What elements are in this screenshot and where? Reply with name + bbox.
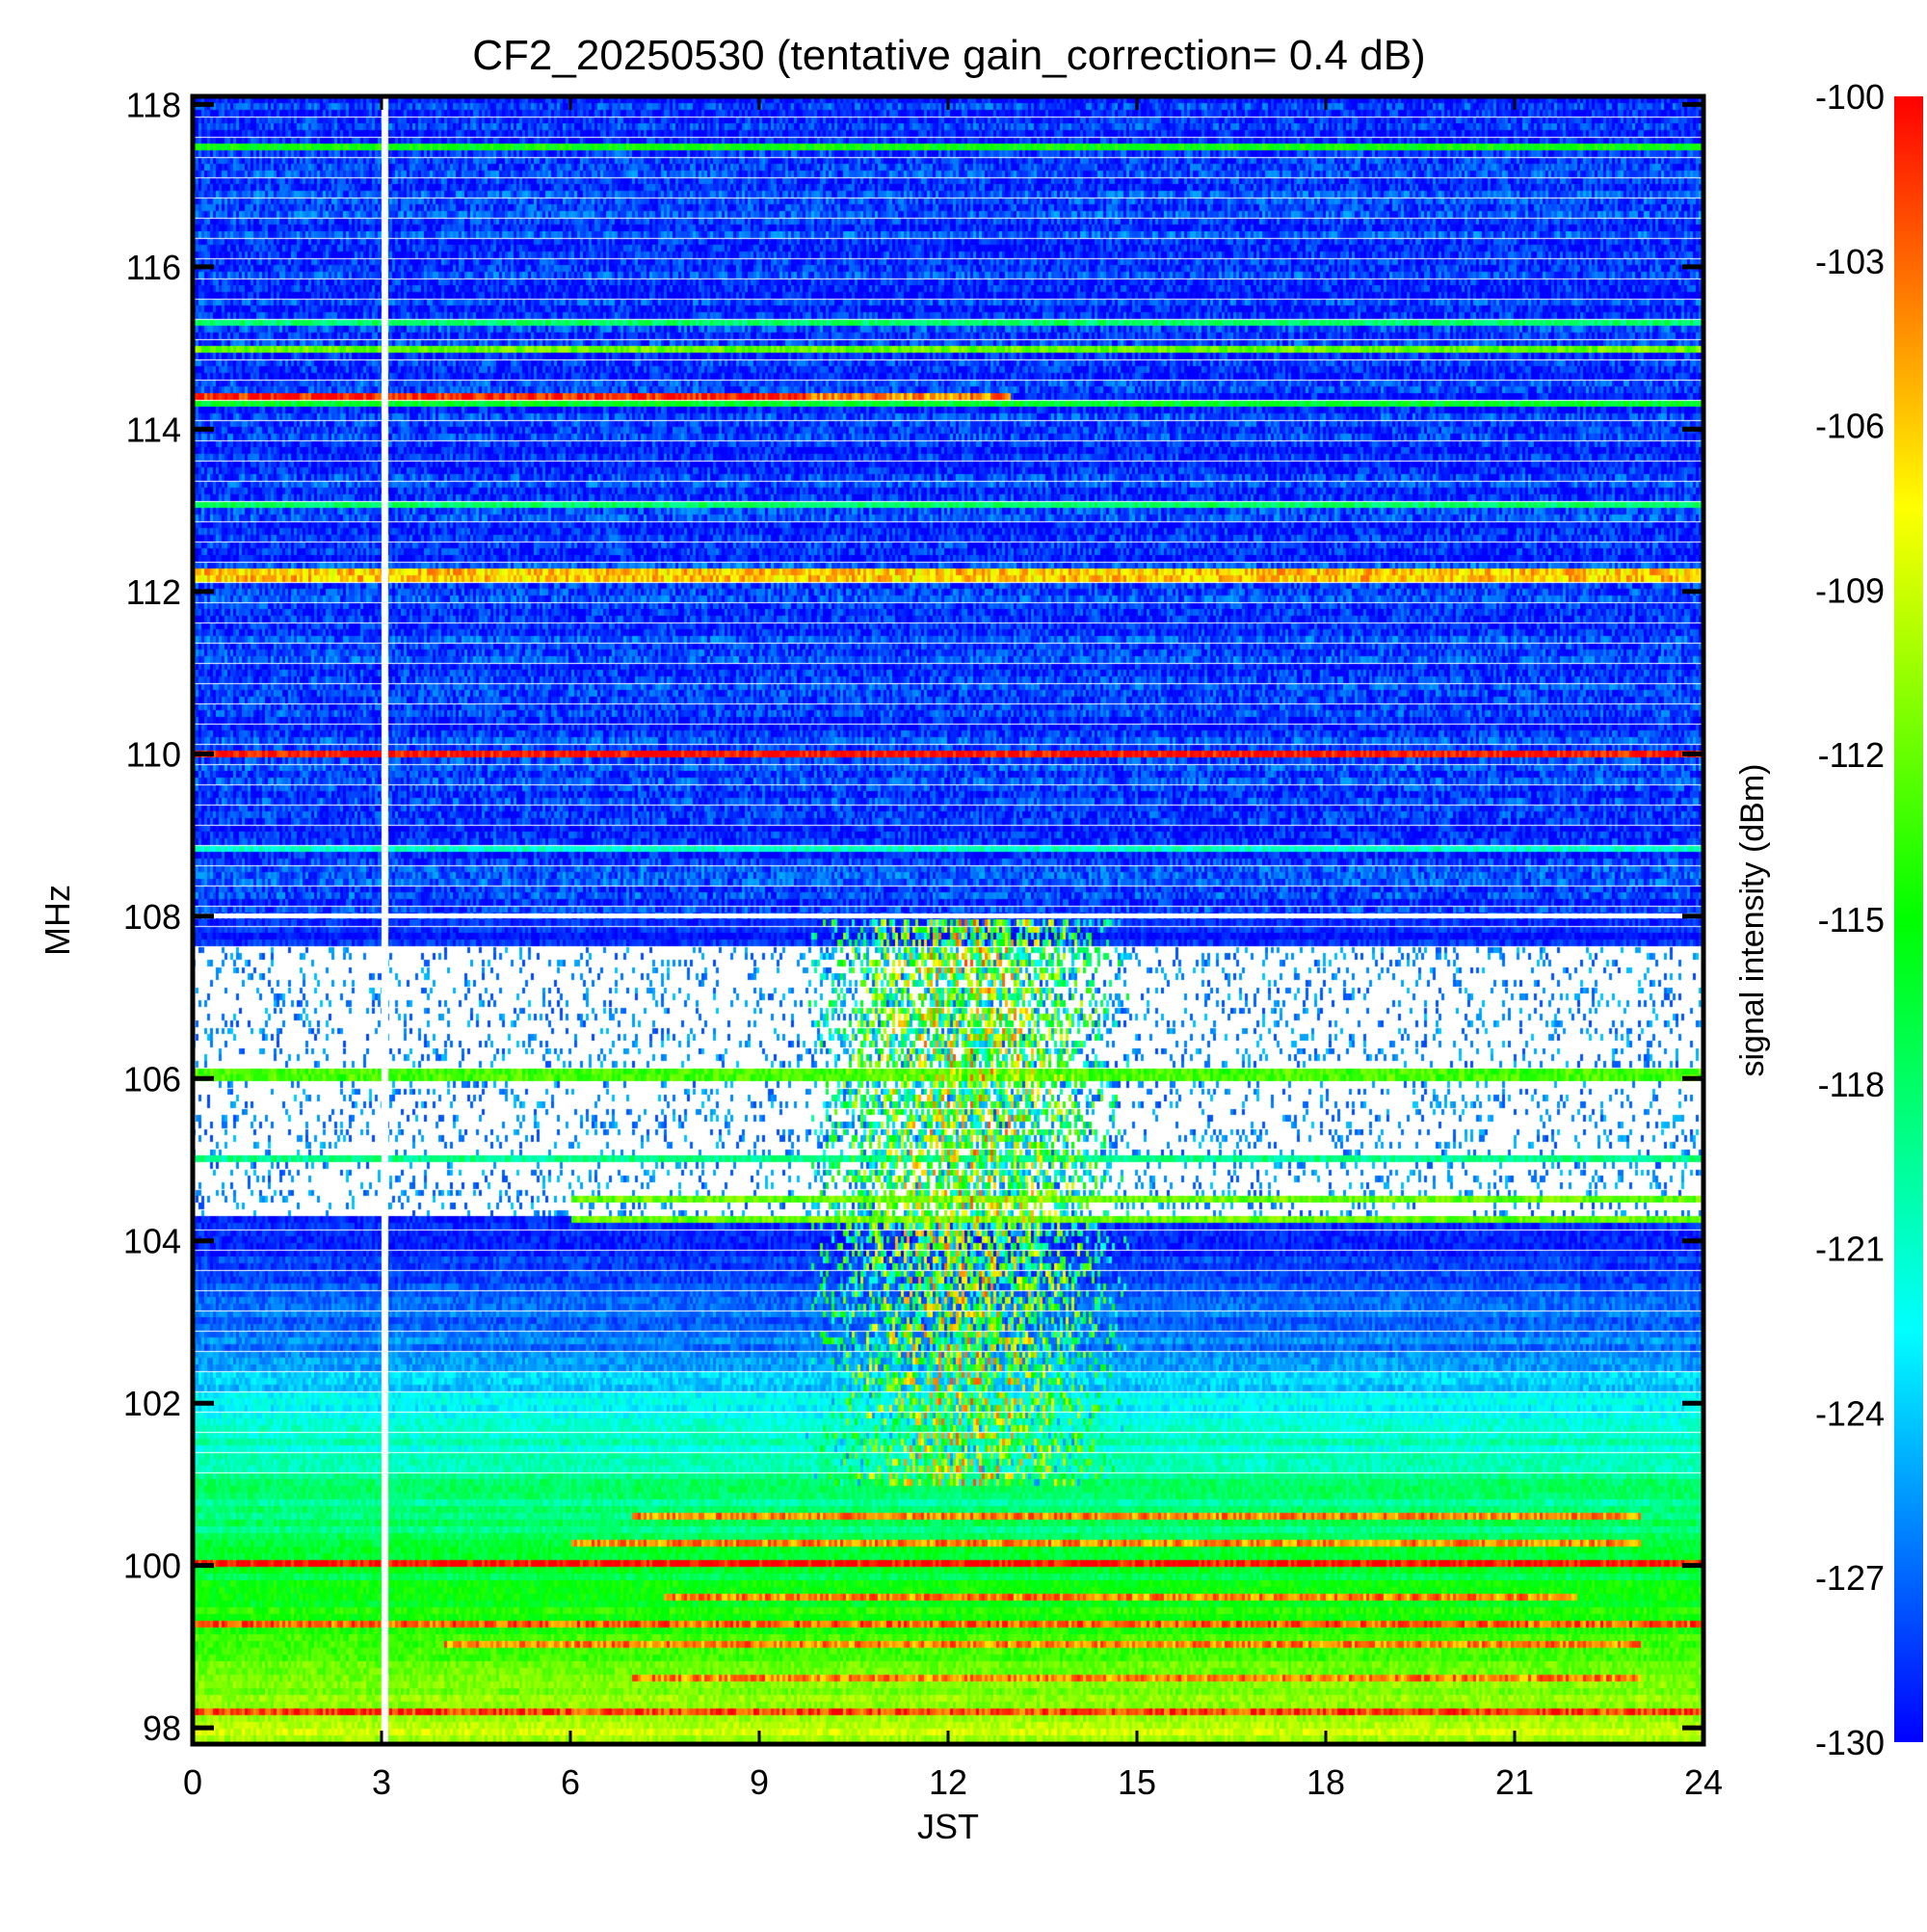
x-tick-label: 24 (1684, 1762, 1723, 1802)
colorbar-tick-label: -127 (1815, 1558, 1885, 1598)
colorbar-tick-label: -130 (1815, 1723, 1885, 1762)
x-tick-label: 18 (1307, 1762, 1345, 1802)
y-tick-label: 108 (123, 897, 181, 937)
y-tick-label: 110 (126, 734, 181, 774)
x-axis-label: JST (917, 1807, 979, 1846)
colorbar-tick-label: -118 (1818, 1065, 1885, 1104)
colorbar: -100 -103 -106 -109 -112 -115 -118 -121 -124 -127… (1734, 77, 1923, 1762)
y-tick-label: 116 (126, 248, 181, 287)
x-tick-label: 21 (1495, 1762, 1534, 1802)
x-tick-label: 15 (1118, 1762, 1156, 1802)
y-tick-label: 118 (126, 85, 181, 124)
y-tick-label: 106 (123, 1059, 181, 1098)
x-tick-label: 9 (750, 1762, 769, 1802)
colorbar-tick-label: -109 (1815, 570, 1885, 610)
colorbar-gradient (1894, 96, 1923, 1742)
y-tick-label: 102 (123, 1384, 181, 1423)
x-tick-label: 3 (372, 1762, 391, 1802)
colorbar-tick-label: -100 (1815, 77, 1885, 117)
x-tick-label: 12 (929, 1762, 967, 1802)
colorbar-ticks: -100 -103 -106 -109 -112 -115 -118 -121 -124 -127… (1815, 77, 1885, 1762)
y-tick-label: 112 (126, 572, 181, 612)
x-axis: 0 3 6 9 12 15 18 21 24 (183, 96, 1723, 1802)
y-axis: 98 100 102 104 106 108 110 112 114 116 118 (123, 85, 1703, 1748)
colorbar-tick-label: -124 (1815, 1393, 1885, 1433)
heatmap (193, 96, 1703, 1744)
y-tick-label: 100 (123, 1547, 181, 1586)
heatmap-canvas (193, 96, 1703, 1744)
colorbar-tick-label: -115 (1818, 900, 1885, 940)
y-tick-label: 104 (123, 1222, 181, 1261)
y-tick-label: 114 (126, 410, 181, 449)
y-axis-label: MHz (38, 885, 77, 956)
x-tick-label: 6 (561, 1762, 580, 1802)
colorbar-tick-label: -112 (1818, 735, 1885, 775)
colorbar-tick-label: -106 (1815, 407, 1885, 446)
colorbar-tick-label: -121 (1815, 1230, 1885, 1269)
y-tick-label: 98 (143, 1708, 181, 1748)
colorbar-tick-label: -103 (1815, 242, 1885, 281)
chart-title: CF2_20250530 (tentative gain_correction=… (472, 32, 1425, 79)
x-tick-label: 0 (183, 1762, 202, 1802)
colorbar-label: signal intensity (dBm) (1734, 763, 1771, 1076)
